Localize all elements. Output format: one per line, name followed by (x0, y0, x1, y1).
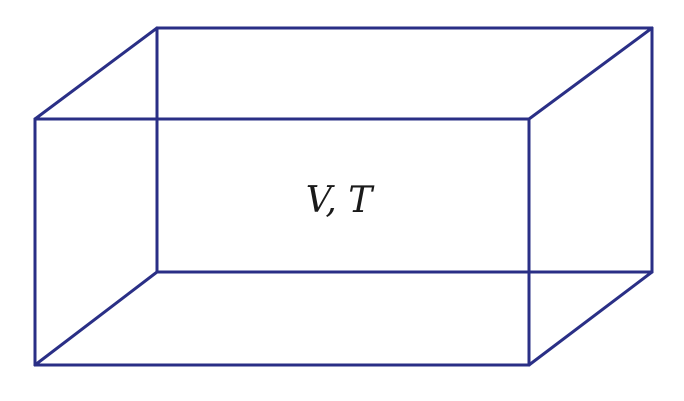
depth-edge-top-right (527, 26, 654, 121)
depth-edge-top-left (33, 26, 159, 121)
depth-edge-bottom-left (33, 270, 159, 367)
box-back-face (155, 26, 654, 274)
box-depth-edges (33, 26, 654, 367)
volume-temperature-label: V, T (306, 180, 376, 221)
depth-edge-bottom-right (527, 270, 654, 367)
box-front-face (33, 117, 531, 367)
